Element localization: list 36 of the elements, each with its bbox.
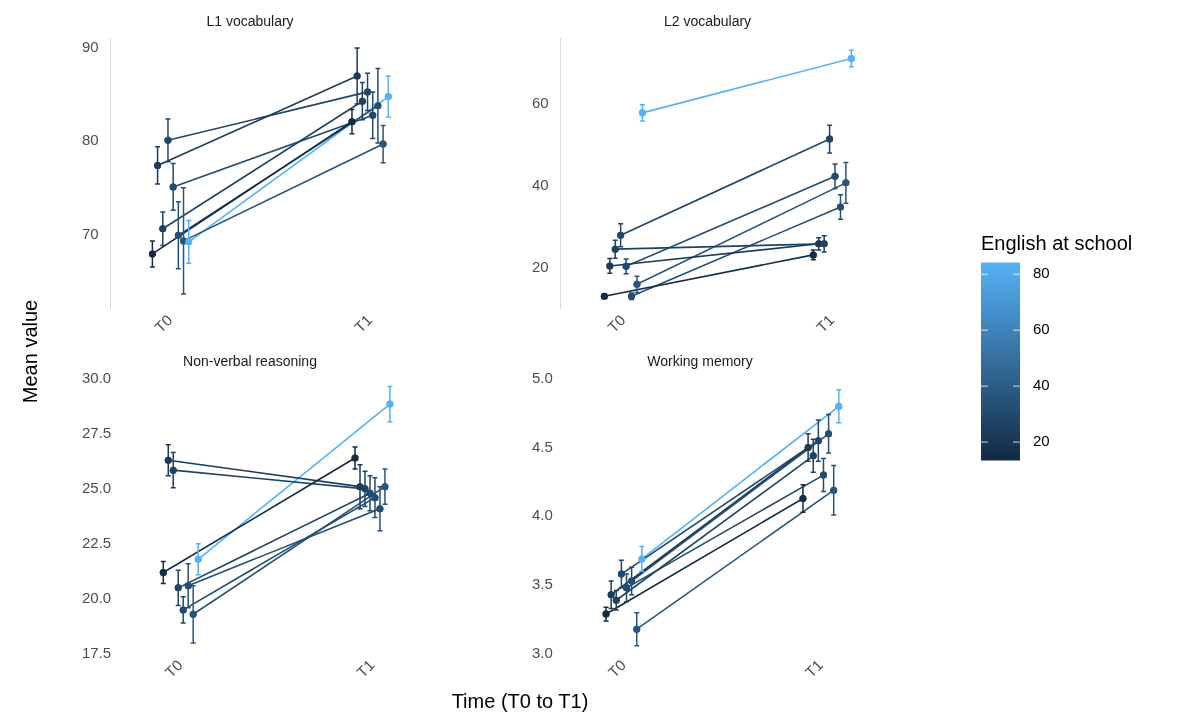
x-tick-label: T1 — [353, 656, 378, 681]
x-tick-label: T0 — [604, 656, 629, 681]
y-tick-label: 40 — [532, 176, 549, 194]
x-tick-label: T1 — [812, 311, 838, 336]
chart-title: Working memory — [647, 353, 753, 370]
color-bar-label: 20 — [1033, 432, 1050, 450]
y-axis-title: Mean value — [18, 298, 42, 406]
y-tick-label: 27.5 — [81, 423, 112, 441]
y-tick-label: 90 — [82, 38, 99, 56]
y-tick-label: 4.0 — [531, 506, 553, 524]
x-tick-label: T0 — [604, 311, 629, 336]
x-axis-title: Time (T0 to T1) — [450, 690, 590, 713]
chart-title: L1 vocabulary — [206, 13, 294, 30]
color-bar-title: English at school — [981, 232, 1133, 254]
chart-title: L2 vocabulary — [663, 13, 752, 30]
y-tick-label: 22.5 — [81, 534, 112, 551]
color-bar-label: 60 — [1033, 320, 1050, 338]
x-tick-label: T0 — [161, 656, 186, 681]
y-tick-label: 20.0 — [81, 589, 112, 607]
y-tick-label: 60 — [532, 94, 549, 112]
y-tick-label: 25.0 — [81, 478, 112, 496]
y-tick-label: 17.5 — [81, 644, 112, 662]
y-tick-label: 70 — [82, 224, 99, 242]
x-tick-label: T1 — [801, 656, 826, 681]
y-tick-label: 80 — [82, 131, 99, 149]
x-tick-label: T0 — [151, 311, 176, 336]
y-tick-label: 5.0 — [531, 368, 553, 386]
y-tick-label: 3.0 — [531, 644, 553, 662]
x-tick-label: T1 — [350, 311, 376, 336]
color-bar-label: 80 — [1033, 264, 1050, 282]
chart-title: Non-verbal reasoning — [183, 353, 317, 370]
y-tick-label: 4.5 — [531, 437, 553, 455]
y-tick-label: 3.5 — [531, 575, 553, 593]
y-tick-label: 20 — [532, 258, 549, 276]
color-bar-label: 40 — [1033, 376, 1050, 394]
y-tick-label: 30.0 — [81, 368, 112, 386]
